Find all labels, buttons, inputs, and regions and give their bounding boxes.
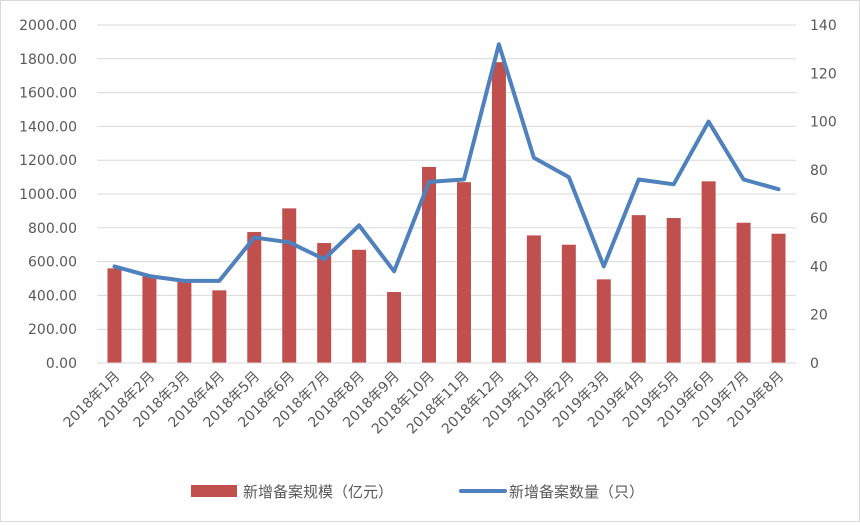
bar <box>387 292 402 363</box>
y-left-tick-label: 600.00 <box>28 255 77 271</box>
line-point <box>743 179 745 181</box>
line-point <box>218 280 220 282</box>
legend-label-bar: 新增备案规模（亿元） <box>243 483 393 501</box>
bar <box>491 62 506 364</box>
y-left-tick-label: 1000.00 <box>19 187 77 203</box>
bar <box>177 280 192 363</box>
bar <box>282 208 297 363</box>
y-right-tick-label: 120 <box>810 66 837 82</box>
bar-series <box>107 62 786 364</box>
y-right-tick-label: 140 <box>810 18 837 34</box>
bar <box>352 249 367 363</box>
y-right-tick-label: 40 <box>810 259 828 275</box>
line-point <box>708 121 710 123</box>
line-point <box>358 224 360 226</box>
line-point <box>498 43 500 45</box>
line-point <box>183 280 185 282</box>
gridlines <box>97 24 796 364</box>
bar <box>317 243 332 363</box>
y-left-tick-label: 1800.00 <box>19 52 77 68</box>
line-point <box>393 270 395 272</box>
line-point <box>148 275 150 277</box>
line-series <box>112 42 781 283</box>
line-point <box>463 179 465 181</box>
bar <box>422 166 437 363</box>
y-left-tick-label: 2000.00 <box>19 18 77 34</box>
line-point <box>533 157 535 159</box>
line-point <box>253 236 255 238</box>
y-left-tick-label: 400.00 <box>28 288 77 304</box>
line-point <box>638 179 640 181</box>
bar <box>736 222 751 363</box>
y-right-tick-label: 80 <box>810 163 828 179</box>
line-point <box>778 188 780 190</box>
y-left-tick-label: 1200.00 <box>19 153 77 169</box>
legend: 新增备案规模（亿元） 新增备案数量（只） <box>191 483 644 501</box>
bar <box>631 215 646 363</box>
bar <box>666 217 681 363</box>
bar <box>701 181 716 363</box>
bar <box>212 290 227 363</box>
line-point <box>603 265 605 267</box>
y-right-tick-label: 100 <box>810 115 837 131</box>
bar <box>526 235 541 363</box>
bar <box>596 279 611 363</box>
y-left-tick-label: 0.00 <box>46 356 77 372</box>
legend-label-line: 新增备案数量（只） <box>509 483 644 501</box>
line-point <box>113 265 115 267</box>
bar <box>771 233 786 363</box>
legend-swatch-bar <box>191 485 237 497</box>
y-right-tick-label: 60 <box>810 211 828 227</box>
line-point <box>568 176 570 178</box>
y-left-tick-label: 200.00 <box>28 322 77 338</box>
series-line <box>112 42 781 283</box>
bar <box>456 182 471 363</box>
line-point <box>288 241 290 243</box>
bar <box>107 268 122 363</box>
line-point <box>428 181 430 183</box>
line-point <box>673 183 675 185</box>
y-right-tick-label: 20 <box>810 308 828 324</box>
bar <box>142 275 157 363</box>
y-right-tick-label: 0 <box>810 356 819 372</box>
bar <box>247 232 262 363</box>
y-left-tick-label: 800.00 <box>28 221 77 237</box>
y-left-tick-label: 1600.00 <box>19 86 77 102</box>
bar <box>561 244 576 363</box>
y-left-tick-label: 1400.00 <box>19 119 77 135</box>
line-point <box>323 258 325 260</box>
